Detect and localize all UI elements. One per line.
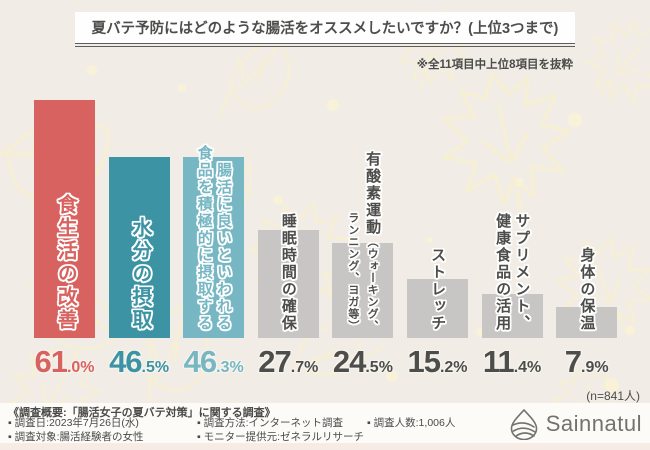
bar-label-5: 有酸素運動（ウォーキング、 ランニング、ヨガ等） bbox=[345, 151, 382, 332]
bar-label-column: 食生活の改善 bbox=[54, 194, 77, 332]
survey-date: ▪ 調査日:2023年7月26日(水) bbox=[8, 417, 139, 429]
bar-value-6: 15.2% bbox=[407, 344, 468, 379]
bar-7 bbox=[481, 293, 543, 338]
bar-label-column: ランニング、ヨガ等） bbox=[346, 212, 359, 332]
survey-monitor: ▪ モニター提供元:ゼネラルリサーチ bbox=[197, 430, 365, 443]
bar-8 bbox=[556, 307, 618, 338]
leaf-drop-logo-icon bbox=[510, 408, 538, 440]
bar-label-column: 健康食品の活用 bbox=[494, 213, 512, 332]
bar-label-6: ストレッチ bbox=[429, 247, 446, 332]
bar-value-1: 61.0% bbox=[34, 344, 95, 379]
bar-label-column: ストレッチ bbox=[429, 247, 447, 332]
bar-value-7: 11.4% bbox=[482, 344, 542, 379]
selection-note: ※全11項目中上位8項目を抜粋 bbox=[416, 59, 573, 71]
bar-label-3: 腸活に良いといわれる 食品を積極的に摂取する bbox=[195, 145, 232, 332]
bar-label-column: 水分の摂取 bbox=[128, 217, 151, 332]
survey-footer: 《調査概要:「腸活女子の夏バテ対策」に関する調査》 ▪ 調査日:2023年7月2… bbox=[0, 403, 650, 443]
bar-value-4: 27.7% bbox=[258, 344, 319, 379]
survey-target: ▪ 調査対象:腸活経験者の女性 bbox=[8, 430, 144, 443]
survey-col-1: ▪ 調査日:2023年7月26日(水) ▪ 調査対象:腸活経験者の女性 bbox=[8, 417, 144, 444]
survey-col-2: ▪ 調査方法:インターネット調査 ▪ モニター提供元:ゼネラルリサーチ bbox=[197, 417, 364, 444]
bar-label-2: 水分の摂取 bbox=[128, 217, 151, 332]
bar-label-7: サプリメント、 健康食品の活用 bbox=[494, 213, 531, 332]
bar-label-column: サプリメント、 bbox=[513, 213, 531, 332]
bar-value-3: 46.3% bbox=[183, 344, 244, 379]
bottom-accent-strip bbox=[0, 443, 650, 450]
bar-label-column: 身体の保温 bbox=[578, 247, 596, 332]
bar-label-4: 睡眠時間の確保 bbox=[280, 213, 297, 332]
brand-logo: Sainnatul bbox=[509, 408, 642, 440]
bar-5 bbox=[332, 242, 394, 338]
bar-label-column: 睡眠時間の確保 bbox=[279, 213, 297, 332]
survey-count: ▪ 調査人数:1,006人 bbox=[367, 417, 456, 429]
brand-logo-text: Sainnatul bbox=[545, 411, 642, 436]
survey-summary: 《調査概要:「腸活女子の夏バテ対策」に関する調査》 bbox=[8, 407, 276, 419]
bar-label-column: 腸活に良いといわれる bbox=[214, 162, 232, 332]
chart-title: 夏バテ予防にはどのような腸活をオススメしたいですか？(上位3つまで) bbox=[91, 21, 559, 37]
bar-value-8: 7.9% bbox=[564, 344, 609, 379]
bar-label-1: 食生活の改善 bbox=[54, 194, 76, 332]
bar-label-8: 身体の保温 bbox=[578, 247, 595, 332]
bar-1 bbox=[34, 100, 95, 338]
sample-size-note: (n=841人) bbox=[586, 389, 640, 403]
bar-label-column: 有酸素運動（ウォーキング、 bbox=[364, 151, 382, 332]
bar-label-column: 食品を積極的に摂取する bbox=[195, 145, 213, 332]
bar-value-5: 24.5% bbox=[332, 344, 393, 379]
bar-value-2: 46.5% bbox=[109, 344, 170, 379]
bar-2 bbox=[108, 156, 170, 338]
bar-3 bbox=[183, 157, 245, 338]
survey-col-3: ▪ 調査人数:1,006人 bbox=[367, 417, 455, 431]
chart-title-box: 夏バテ予防にはどのような腸活をオススメしたいですか？(上位3つまで) bbox=[75, 12, 575, 47]
bar-4 bbox=[257, 230, 319, 338]
bar-6 bbox=[407, 278, 468, 338]
survey-method: ▪ 調査方法:インターネット調査 bbox=[197, 417, 344, 429]
